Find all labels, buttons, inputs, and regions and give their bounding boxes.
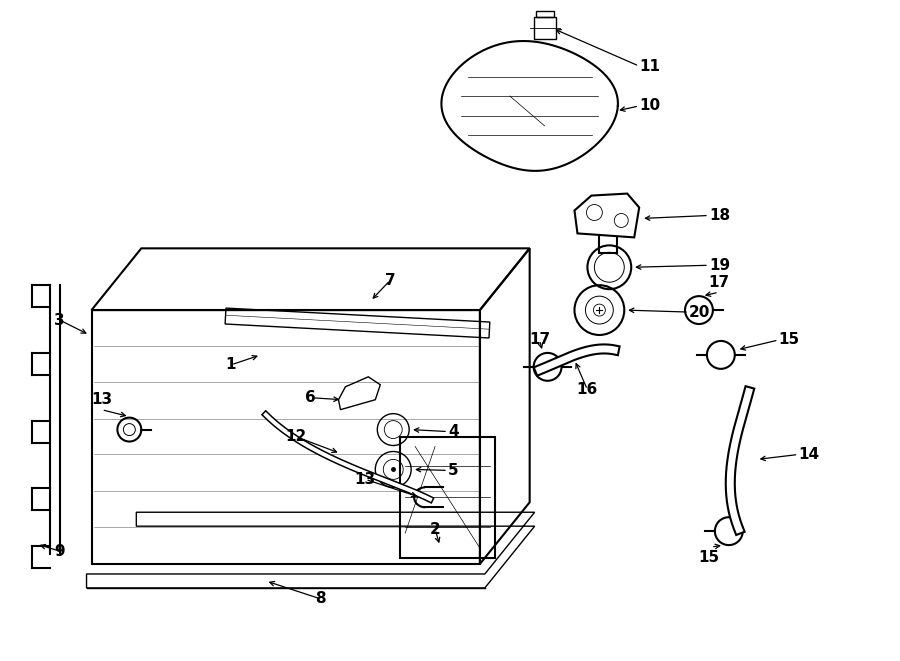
- Text: 5: 5: [448, 463, 459, 478]
- Text: 3: 3: [54, 313, 65, 328]
- Text: 11: 11: [639, 59, 661, 73]
- Text: 2: 2: [429, 522, 440, 537]
- Text: 9: 9: [54, 543, 65, 559]
- Text: 14: 14: [798, 447, 820, 462]
- Text: 8: 8: [315, 592, 326, 606]
- Text: 16: 16: [577, 382, 598, 397]
- Text: 13: 13: [355, 472, 376, 487]
- Text: 10: 10: [639, 98, 661, 114]
- Text: 15: 15: [698, 549, 719, 564]
- Bar: [534, 17, 555, 39]
- Text: 18: 18: [709, 208, 730, 223]
- Text: 19: 19: [709, 258, 730, 273]
- Text: 13: 13: [91, 392, 112, 407]
- Text: 15: 15: [778, 332, 800, 348]
- Text: 12: 12: [285, 429, 306, 444]
- Text: 6: 6: [305, 390, 316, 405]
- Text: 7: 7: [385, 273, 396, 288]
- Text: 17: 17: [529, 332, 550, 348]
- Text: 1: 1: [226, 358, 236, 372]
- Text: 20: 20: [689, 305, 710, 319]
- Bar: [536, 11, 554, 17]
- Text: 4: 4: [448, 424, 459, 439]
- Text: 17: 17: [708, 275, 729, 290]
